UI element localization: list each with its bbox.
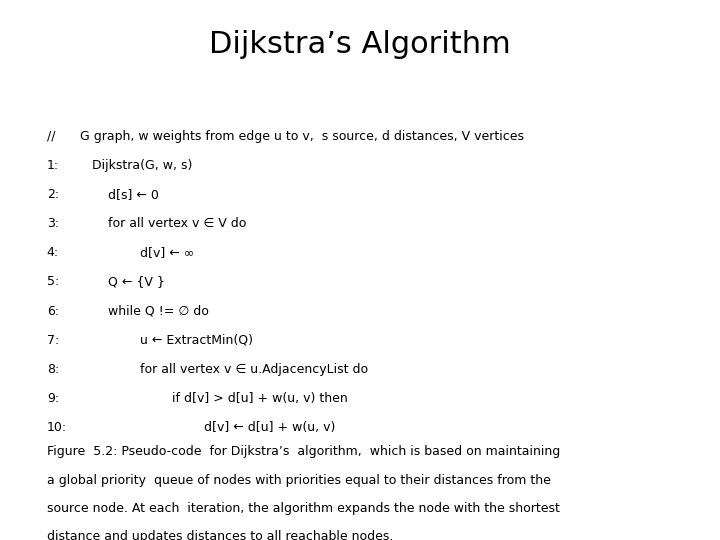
Text: for all vertex v ∈ V do: for all vertex v ∈ V do (76, 217, 246, 230)
Text: source node. At each  iteration, the algorithm expands the node with the shortes: source node. At each iteration, the algo… (47, 502, 559, 515)
Text: Dijkstra’s Algorithm: Dijkstra’s Algorithm (209, 30, 511, 59)
Text: 10:: 10: (47, 421, 67, 434)
Text: 1:: 1: (47, 159, 59, 172)
Text: while Q != ∅ do: while Q != ∅ do (76, 305, 209, 318)
Text: if d[v] > d[u] + w(u, v) then: if d[v] > d[u] + w(u, v) then (76, 392, 347, 405)
Text: 3:: 3: (47, 217, 59, 230)
Text: d[v] ← d[u] + w(u, v): d[v] ← d[u] + w(u, v) (76, 421, 335, 434)
Text: //: // (47, 130, 55, 143)
Text: 4:: 4: (47, 246, 59, 259)
Text: Q ← {V }: Q ← {V } (76, 275, 164, 288)
Text: G graph, w weights from edge u to v,  s source, d distances, V vertices: G graph, w weights from edge u to v, s s… (76, 130, 523, 143)
Text: Dijkstra(G, w, s): Dijkstra(G, w, s) (76, 159, 192, 172)
Text: 7:: 7: (47, 334, 59, 347)
Text: Figure  5.2: Pseudo-code  for Dijkstra’s  algorithm,  which is based on maintain: Figure 5.2: Pseudo-code for Dijkstra’s a… (47, 446, 560, 458)
Text: d[s] ← 0: d[s] ← 0 (76, 188, 158, 201)
Text: u ← ExtractMin(Q): u ← ExtractMin(Q) (76, 334, 253, 347)
Text: a global priority  queue of nodes with priorities equal to their distances from : a global priority queue of nodes with pr… (47, 474, 551, 487)
Text: distance and updates distances to all reachable nodes.: distance and updates distances to all re… (47, 530, 393, 540)
Text: 9:: 9: (47, 392, 59, 405)
Text: 6:: 6: (47, 305, 59, 318)
Text: 5:: 5: (47, 275, 59, 288)
Text: d[v] ← ∞: d[v] ← ∞ (76, 246, 194, 259)
Text: for all vertex v ∈ u.AdjacencyList do: for all vertex v ∈ u.AdjacencyList do (76, 363, 368, 376)
Text: 2:: 2: (47, 188, 59, 201)
Text: 8:: 8: (47, 363, 59, 376)
